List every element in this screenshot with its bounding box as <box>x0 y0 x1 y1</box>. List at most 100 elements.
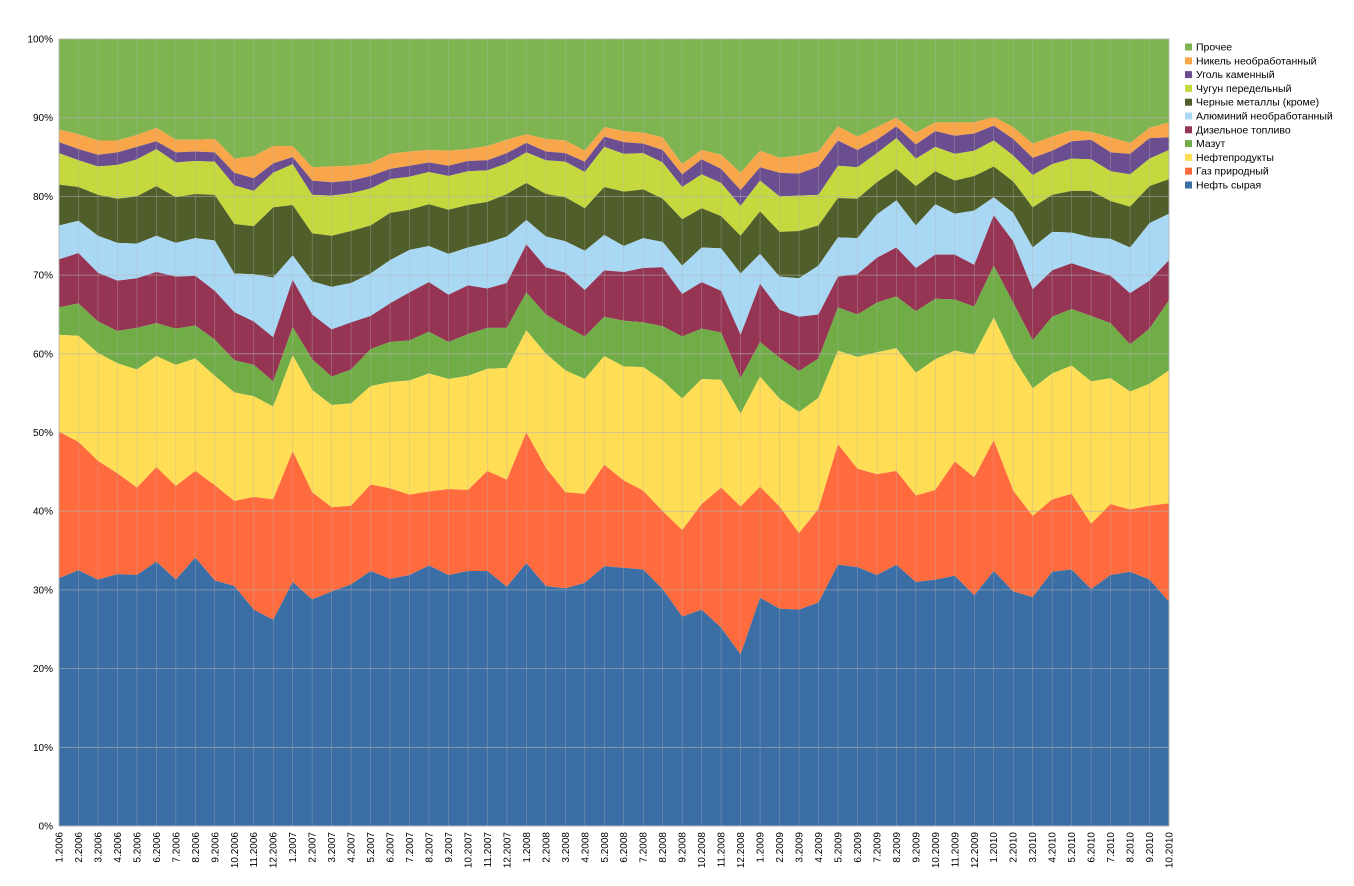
legend-swatch <box>1185 167 1192 175</box>
x-tick-label: 12.2008 <box>736 832 747 869</box>
x-tick-label: 12.2006 <box>269 832 280 869</box>
area-series-5 <box>59 197 1169 338</box>
x-tick-label: 5.2010 <box>1067 832 1078 863</box>
legend-swatch <box>1185 98 1192 106</box>
legend-swatch <box>1185 140 1192 148</box>
plot-frame <box>58 38 1170 827</box>
legend-swatch <box>1185 43 1192 51</box>
area-series-0 <box>59 557 1169 826</box>
areas-layer <box>59 39 1169 826</box>
x-tick-label: 11.2007 <box>483 832 494 868</box>
legend-item: Газ природный <box>1185 166 1269 178</box>
x-tick-label: 3.2009 <box>795 832 806 863</box>
legend-label: Мазут <box>1196 138 1226 150</box>
x-tick-label: 2.2008 <box>541 832 552 863</box>
legend-swatch <box>1185 153 1192 161</box>
x-tick-label: 4.2010 <box>1048 832 1059 863</box>
x-tick-label: 8.2010 <box>1126 832 1137 863</box>
x-tick-label: 10.2007 <box>463 832 474 869</box>
x-tick-label: 2.2006 <box>74 832 85 863</box>
legend-label: Прочее <box>1196 42 1232 54</box>
x-tick-label: 6.2008 <box>619 832 630 863</box>
x-tick-label: 9.2009 <box>911 832 922 863</box>
y-tick-label: 0% <box>39 822 54 833</box>
legend-item: Уголь каменный <box>1185 69 1275 81</box>
x-tick-label: 2.2009 <box>775 832 786 863</box>
legend-label: Нефтепродукты <box>1196 152 1274 164</box>
legend-label: Газ природный <box>1196 166 1269 178</box>
x-tick-label: 8.2008 <box>658 832 669 863</box>
legend-swatch <box>1185 112 1192 120</box>
legend-swatch <box>1185 181 1192 189</box>
legend-label: Уголь каменный <box>1196 69 1275 81</box>
legend-swatch <box>1185 126 1192 134</box>
legend-swatch <box>1185 57 1192 65</box>
x-tick-label: 10.2006 <box>230 832 241 869</box>
y-tick-label: 100% <box>27 35 53 46</box>
legend-label: Никель необработанный <box>1196 55 1317 67</box>
legend-label: Чугун передельный <box>1196 83 1292 95</box>
legend-label: Дизельное топливо <box>1196 124 1291 136</box>
legend-item: Алюминий необработанный <box>1185 111 1333 123</box>
x-tick-label: 9.2007 <box>444 832 455 863</box>
grid-layer <box>58 38 1170 827</box>
x-tick-label: 7.2007 <box>405 832 416 863</box>
y-tick-label: 60% <box>33 349 53 360</box>
x-tick-label: 2.2007 <box>308 832 319 863</box>
area-series-7 <box>59 138 1169 236</box>
x-tick-label: 7.2006 <box>171 832 182 863</box>
x-tick-label: 9.2010 <box>1145 832 1156 863</box>
area-series-8 <box>59 125 1169 206</box>
x-tick-label: 3.2008 <box>561 832 572 863</box>
legend-item: Прочее <box>1185 42 1232 54</box>
y-tick-label: 50% <box>33 428 53 439</box>
x-tick-label: 10.2008 <box>697 832 708 869</box>
x-tick-label: 3.2007 <box>327 832 338 863</box>
area-series-10 <box>59 39 1169 173</box>
x-tick-label: 6.2006 <box>152 832 163 863</box>
x-tick-label: 3.2006 <box>93 832 104 863</box>
legend-label: Нефть сырая <box>1196 180 1261 192</box>
x-tick-label: 10.2010 <box>1165 832 1176 869</box>
x-tick-label: 5.2008 <box>600 832 611 863</box>
legend-item: Дизельное топливо <box>1185 124 1291 136</box>
y-tick-label: 20% <box>33 664 53 675</box>
area-series-9 <box>59 116 1169 191</box>
x-tick-label: 4.2007 <box>347 832 358 863</box>
x-tick-label: 6.2007 <box>386 832 397 863</box>
x-tick-label: 9.2008 <box>678 832 689 863</box>
y-tick-label: 80% <box>33 192 53 203</box>
y-tick-label: 10% <box>33 743 53 754</box>
x-tick-label: 5.2009 <box>833 832 844 863</box>
x-tick-label: 5.2006 <box>132 832 143 863</box>
legend-swatch <box>1185 84 1192 92</box>
y-tick-label: 30% <box>33 585 53 596</box>
x-tick-label: 3.2010 <box>1028 832 1039 863</box>
legend-item: Никель необработанный <box>1185 55 1317 67</box>
x-tick-label: 11.2006 <box>249 832 260 868</box>
x-tick-label: 4.2006 <box>113 832 124 863</box>
legend-item: Чугун передельный <box>1185 83 1292 95</box>
x-tick-label: 8.2007 <box>425 832 436 863</box>
x-tick-label: 5.2007 <box>366 832 377 863</box>
x-tick-label: 1.2006 <box>55 832 66 863</box>
area-series-3 <box>59 265 1169 414</box>
legend-item: Мазут <box>1185 138 1226 150</box>
legend-label: Алюминий необработанный <box>1196 111 1333 123</box>
x-tick-label: 8.2009 <box>892 832 903 863</box>
x-tick-label: 1.2010 <box>989 832 1000 863</box>
x-tick-label: 12.2007 <box>502 832 513 869</box>
area-series-1 <box>59 431 1169 655</box>
legend-swatch <box>1185 71 1192 79</box>
x-tick-label: 11.2009 <box>950 832 961 868</box>
x-tick-label: 9.2006 <box>210 832 221 863</box>
x-tick-label: 7.2009 <box>872 832 883 863</box>
legend-item: Нефтепродукты <box>1185 152 1274 164</box>
area-series-2 <box>59 317 1169 534</box>
y-tick-label: 40% <box>33 507 53 518</box>
x-tick-label: 1.2009 <box>756 832 767 863</box>
legend-label: Черные металлы (кроме) <box>1196 97 1319 109</box>
x-tick-label: 4.2008 <box>580 832 591 863</box>
